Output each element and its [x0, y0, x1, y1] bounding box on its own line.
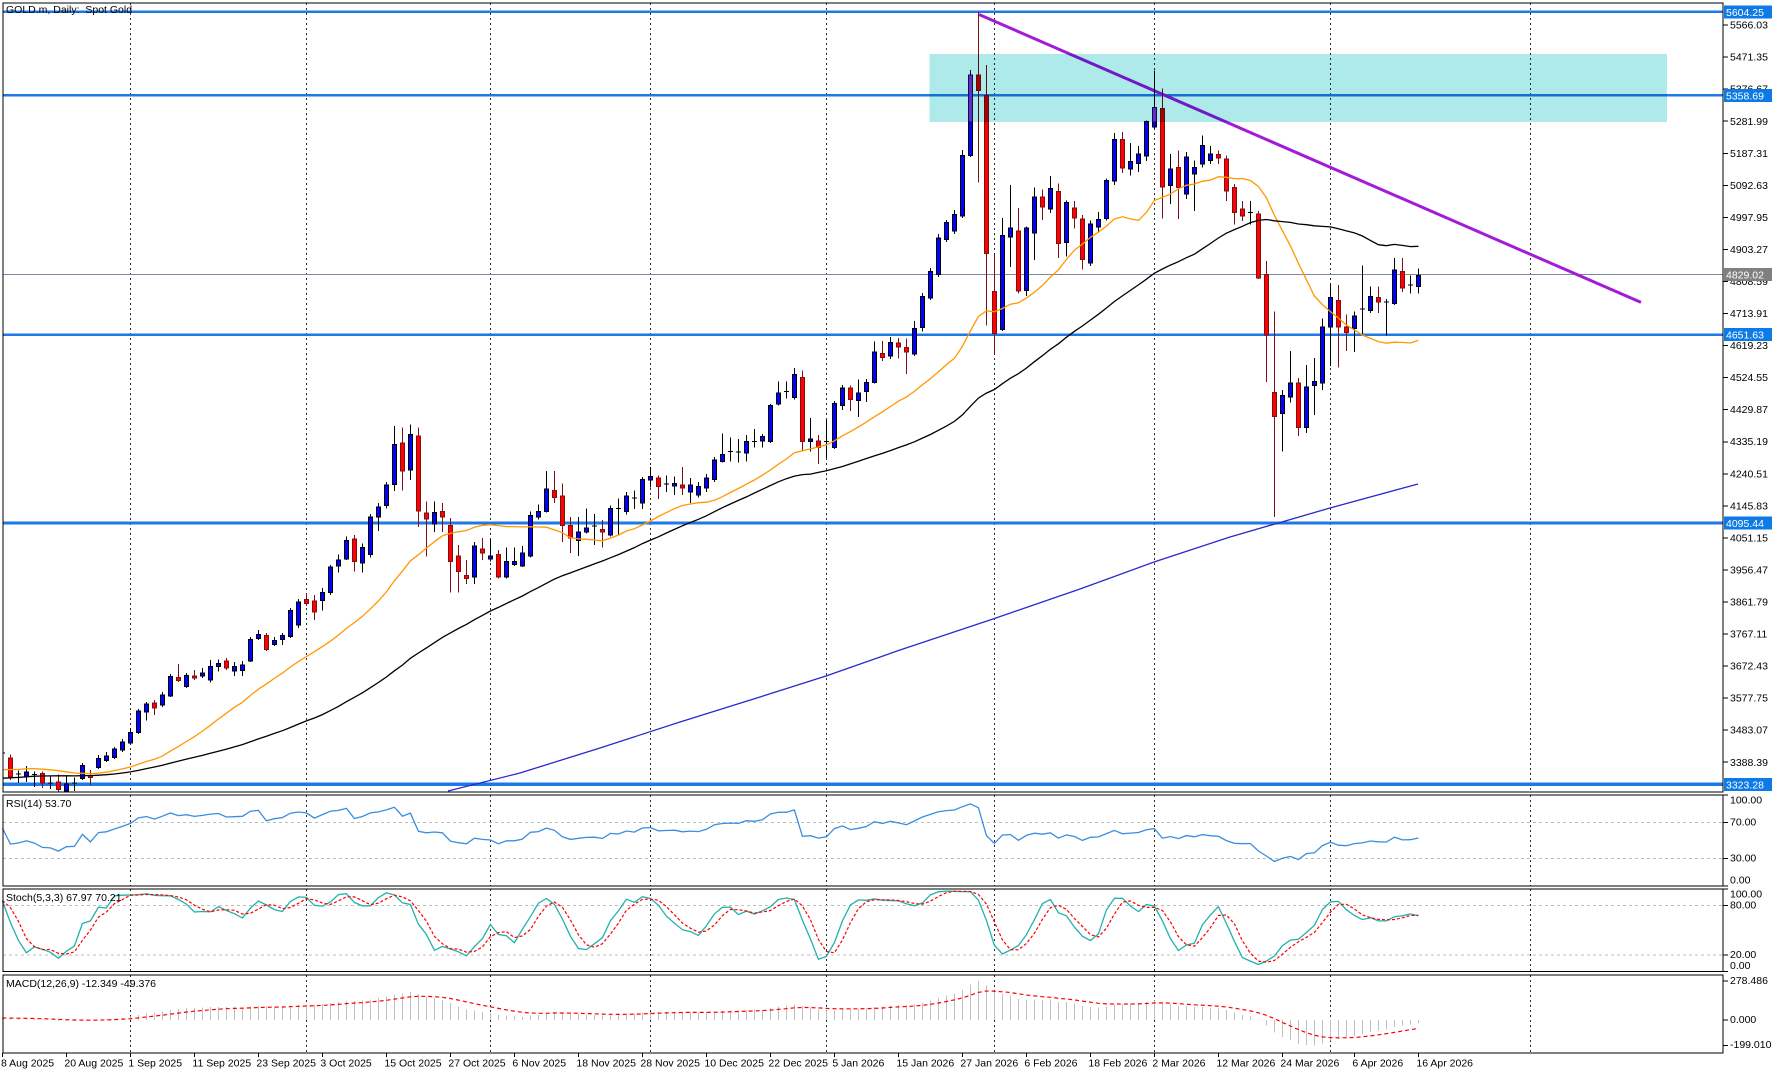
svg-text:15 Jan 2026: 15 Jan 2026 — [896, 1058, 954, 1070]
svg-text:70.00: 70.00 — [1730, 816, 1756, 828]
svg-text:12 Mar 2026: 12 Mar 2026 — [1216, 1058, 1275, 1070]
svg-text:0.000: 0.000 — [1730, 1014, 1756, 1026]
svg-text:27 Jan 2026: 27 Jan 2026 — [960, 1058, 1018, 1070]
svg-text:15 Oct 2025: 15 Oct 2025 — [384, 1058, 441, 1070]
svg-text:4145.83: 4145.83 — [1730, 500, 1768, 512]
svg-text:8 Aug 2025: 8 Aug 2025 — [1, 1058, 54, 1070]
svg-text:5187.31: 5187.31 — [1730, 148, 1768, 160]
svg-text:4997.95: 4997.95 — [1730, 212, 1768, 224]
svg-text:22 Dec 2025: 22 Dec 2025 — [768, 1058, 828, 1070]
svg-text:6 Nov 2025: 6 Nov 2025 — [512, 1058, 566, 1070]
svg-text:4429.87: 4429.87 — [1730, 404, 1768, 416]
svg-text:80.00: 80.00 — [1730, 900, 1756, 912]
svg-text:5 Jan 2026: 5 Jan 2026 — [832, 1058, 884, 1070]
svg-text:0.00: 0.00 — [1730, 875, 1751, 887]
svg-text:MACD(12,26,9) -12.349 -49.376: MACD(12,26,9) -12.349 -49.376 — [6, 978, 156, 990]
svg-text:3 Oct 2025: 3 Oct 2025 — [320, 1058, 372, 1070]
svg-text:4051.15: 4051.15 — [1730, 532, 1768, 544]
svg-text:Stoch(5,3,3) 67.97 70.21: Stoch(5,3,3) 67.97 70.21 — [6, 892, 122, 904]
svg-text:4651.63: 4651.63 — [1726, 330, 1764, 342]
svg-text:23 Sep 2025: 23 Sep 2025 — [256, 1058, 316, 1070]
svg-text:5566.03: 5566.03 — [1730, 20, 1768, 32]
svg-text:100.00: 100.00 — [1730, 795, 1762, 807]
svg-text:4619.23: 4619.23 — [1730, 340, 1768, 352]
svg-text:5358.69: 5358.69 — [1726, 90, 1764, 102]
svg-text:-199.010: -199.010 — [1730, 1039, 1772, 1051]
svg-text:4829.02: 4829.02 — [1726, 270, 1764, 282]
svg-text:GOLD.m, Daily: Spot Gold: GOLD.m, Daily: Spot Gold — [6, 4, 132, 16]
svg-text:3767.11: 3767.11 — [1730, 629, 1767, 641]
svg-text:20 Aug 2025: 20 Aug 2025 — [64, 1058, 123, 1070]
svg-text:6 Feb 2026: 6 Feb 2026 — [1024, 1058, 1077, 1070]
svg-text:4903.27: 4903.27 — [1730, 244, 1768, 256]
svg-text:4335.19: 4335.19 — [1730, 436, 1768, 448]
svg-text:4713.91: 4713.91 — [1730, 308, 1768, 320]
svg-text:3956.47: 3956.47 — [1730, 564, 1768, 576]
svg-text:30.00: 30.00 — [1730, 853, 1756, 865]
svg-text:27 Oct 2025: 27 Oct 2025 — [448, 1058, 505, 1070]
svg-text:3323.28: 3323.28 — [1726, 779, 1764, 791]
svg-text:6 Apr 2026: 6 Apr 2026 — [1352, 1058, 1403, 1070]
svg-text:3672.43: 3672.43 — [1730, 661, 1768, 673]
svg-text:100.00: 100.00 — [1730, 889, 1762, 901]
svg-text:24 Mar 2026: 24 Mar 2026 — [1280, 1058, 1339, 1070]
svg-text:4240.51: 4240.51 — [1730, 468, 1768, 480]
svg-text:4095.44: 4095.44 — [1726, 518, 1764, 530]
svg-text:3577.75: 3577.75 — [1730, 693, 1768, 705]
svg-text:5604.25: 5604.25 — [1726, 7, 1764, 19]
svg-text:5281.99: 5281.99 — [1730, 116, 1768, 128]
svg-text:28 Nov 2025: 28 Nov 2025 — [640, 1058, 700, 1070]
svg-text:1 Sep 2025: 1 Sep 2025 — [128, 1058, 182, 1070]
svg-text:RSI(14) 53.70: RSI(14) 53.70 — [6, 798, 72, 810]
svg-text:2 Mar 2026: 2 Mar 2026 — [1152, 1058, 1205, 1070]
svg-text:5471.35: 5471.35 — [1730, 52, 1768, 64]
svg-text:18 Feb 2026: 18 Feb 2026 — [1088, 1058, 1147, 1070]
svg-text:3483.07: 3483.07 — [1730, 725, 1768, 737]
svg-text:11 Sep 2025: 11 Sep 2025 — [192, 1058, 251, 1070]
svg-text:16 Apr 2026: 16 Apr 2026 — [1416, 1058, 1473, 1070]
svg-text:3388.39: 3388.39 — [1730, 757, 1768, 769]
svg-text:10 Dec 2025: 10 Dec 2025 — [704, 1058, 764, 1070]
svg-text:4524.55: 4524.55 — [1730, 372, 1768, 384]
svg-text:20.00: 20.00 — [1730, 949, 1756, 961]
svg-text:0.00: 0.00 — [1730, 960, 1751, 972]
svg-text:278.486: 278.486 — [1730, 975, 1768, 987]
svg-text:18 Nov 2025: 18 Nov 2025 — [576, 1058, 636, 1070]
svg-text:3861.79: 3861.79 — [1730, 597, 1768, 609]
svg-text:5092.63: 5092.63 — [1730, 180, 1768, 192]
